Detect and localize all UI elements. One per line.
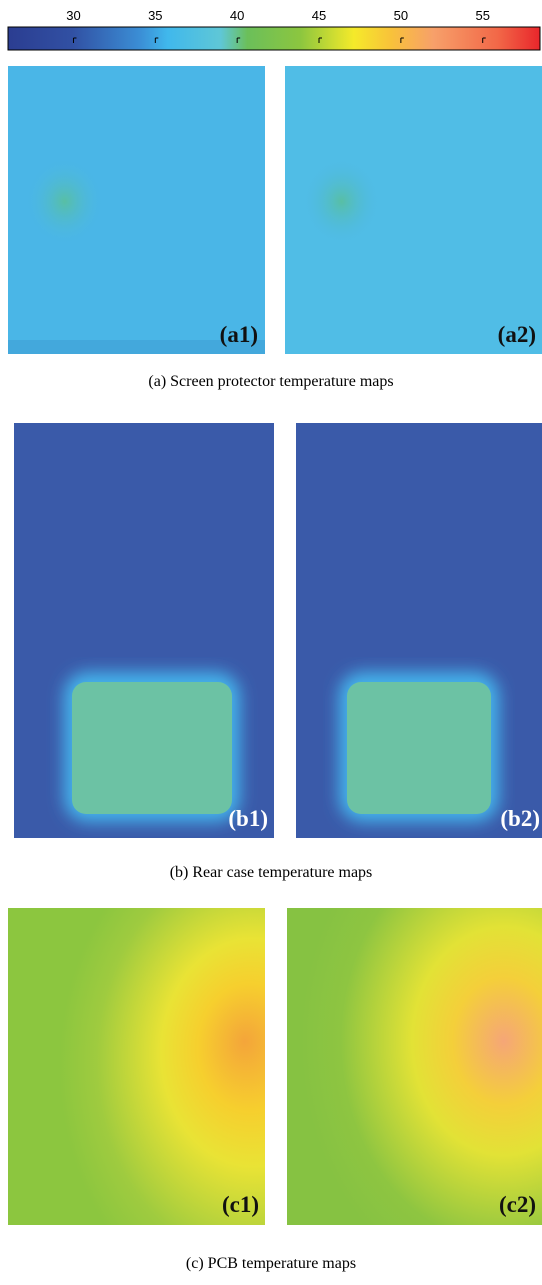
tick-label: 45 <box>312 8 326 23</box>
figure: 30 35 40 45 50 55 (a1) (a2) (a) Screen protec… <box>0 0 542 1285</box>
panel-label: (a1) <box>220 322 258 347</box>
panel-a2: (a2) <box>285 66 542 354</box>
panel-a1: (a1) <box>8 66 265 354</box>
panel-c1: (c1) <box>8 908 265 1225</box>
tick-label: 55 <box>475 8 489 23</box>
tick-label: 50 <box>394 8 408 23</box>
panel-b1: (b1) <box>14 423 274 838</box>
panel-label: (c2) <box>499 1192 536 1217</box>
caption: (c) PCB temperature maps <box>186 1255 356 1272</box>
panel-label: (b1) <box>228 806 268 831</box>
panel-label: (c1) <box>222 1192 259 1217</box>
panel-label: (b2) <box>500 806 540 831</box>
panel-label: (a2) <box>498 322 536 347</box>
page: 30 35 40 45 50 55 (a1) (a2) (a) Screen protec… <box>0 0 542 1285</box>
tick-label: 40 <box>230 8 244 23</box>
panel-c2: (c2) <box>287 908 542 1225</box>
caption: (b) Rear case temperature maps <box>170 864 373 881</box>
tick-label: 35 <box>148 8 162 23</box>
caption: (a) Screen protector temperature maps <box>148 373 393 390</box>
panel-b2: (b2) <box>296 423 542 838</box>
tick-label: 30 <box>66 8 80 23</box>
colorbar <box>8 27 540 50</box>
